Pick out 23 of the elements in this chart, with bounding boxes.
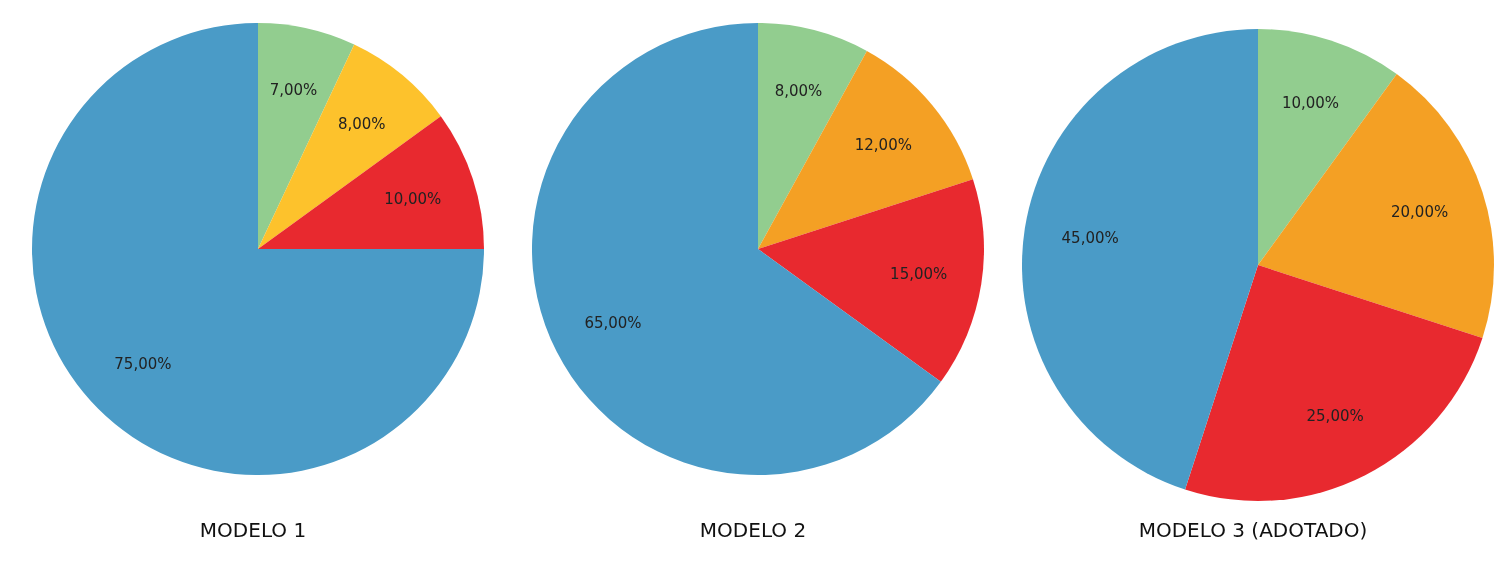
data-label: 7,00% (269, 81, 318, 100)
pie-slice (258, 44, 441, 249)
pie-slice (1022, 29, 1258, 490)
pie-slice (32, 23, 484, 475)
text: MODELO 3 (ADOTADO) (1137, 518, 1369, 542)
pie-slice (758, 50, 973, 249)
pie-slice (1258, 74, 1494, 338)
data-label: 25,00% (1306, 407, 1364, 426)
data-label: 8,00% (774, 82, 823, 101)
pie-slice (1185, 265, 1483, 501)
text: MODELO 1 (198, 518, 308, 542)
pie-slice (258, 116, 484, 249)
data-label: 45,00% (1061, 229, 1119, 248)
data-label: 10,00% (384, 189, 442, 208)
data-label: 20,00% (1391, 203, 1449, 222)
data-label: 10,00% (1281, 94, 1340, 113)
pie-slice (758, 179, 984, 382)
data-label: 15,00% (890, 265, 948, 284)
data-label: 75,00% (114, 355, 172, 374)
text: MODELO 2 (698, 518, 808, 542)
data-label: 65,00% (584, 313, 642, 332)
data-label: 8,00% (337, 114, 386, 133)
data-label: 12,00% (854, 136, 912, 155)
